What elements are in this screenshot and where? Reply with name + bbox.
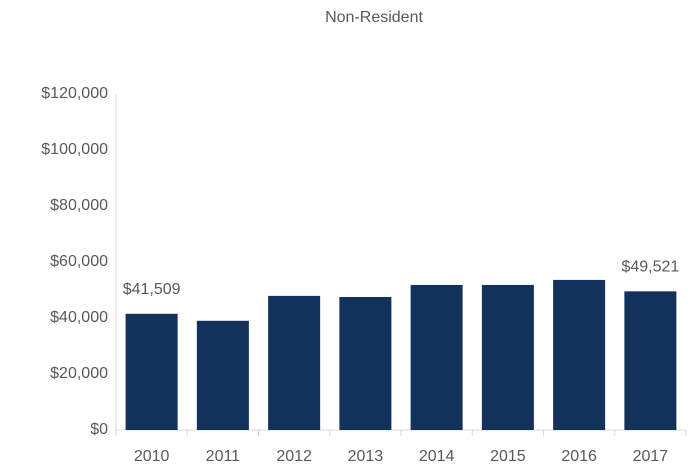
y-tick-label: $0 <box>90 421 108 438</box>
chart-title: Non-Resident <box>325 9 423 26</box>
data-label: $41,509 <box>123 281 181 298</box>
data-label: $49,521 <box>621 259 679 276</box>
y-tick-label: $40,000 <box>50 309 108 326</box>
x-tick-label: 2014 <box>419 448 455 465</box>
bar <box>481 284 534 430</box>
x-tick-label: 2010 <box>134 448 170 465</box>
bar <box>553 279 606 430</box>
x-tick-label: 2017 <box>633 448 669 465</box>
x-tick-label: 2011 <box>206 448 241 465</box>
x-tick-label: 2012 <box>276 448 312 465</box>
y-tick-label: $120,000 <box>41 85 108 102</box>
x-tick-label: 2013 <box>348 448 384 465</box>
bar <box>125 313 178 430</box>
bar <box>268 295 321 430</box>
y-tick-label: $60,000 <box>50 253 108 270</box>
bar <box>339 297 392 430</box>
bar <box>196 320 249 430</box>
y-tick-label: $20,000 <box>50 365 108 382</box>
y-tick-label: $80,000 <box>50 197 108 214</box>
y-tick-label: $100,000 <box>41 141 108 158</box>
bar <box>624 291 677 430</box>
x-tick-label: 2016 <box>561 448 597 465</box>
bar <box>410 284 463 430</box>
x-tick-label: 2015 <box>490 448 526 465</box>
